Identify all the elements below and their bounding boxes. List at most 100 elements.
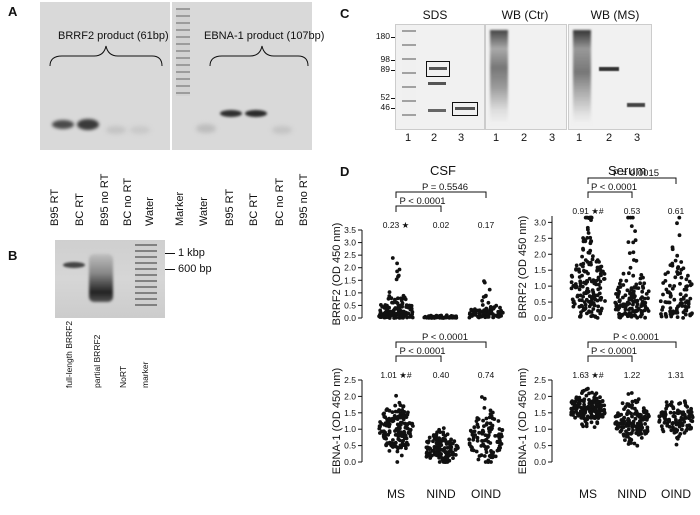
data-point [496, 313, 500, 317]
data-point [658, 299, 663, 304]
y-tick-label: 0.0 [344, 313, 356, 323]
significance-bracket [395, 341, 487, 348]
data-point [686, 410, 691, 414]
data-point [670, 421, 675, 426]
y-tick-label: 0.0 [534, 457, 546, 467]
data-point [629, 391, 634, 395]
data-point [387, 408, 392, 413]
data-point [451, 452, 456, 457]
data-point [396, 274, 400, 279]
data-point [670, 245, 675, 250]
data-point [587, 398, 591, 402]
data-point [629, 411, 633, 416]
y-tick-label: 2.0 [344, 391, 356, 401]
data-point [641, 406, 646, 410]
y-tick-label: 1.0 [344, 288, 356, 298]
data-point [587, 304, 592, 309]
significance-bracket [395, 355, 442, 362]
data-point [616, 411, 620, 416]
data-point [401, 413, 406, 418]
p-value-label: P = 0.5546 [422, 182, 468, 193]
data-point [631, 419, 636, 424]
data-point [663, 272, 668, 276]
data-point [639, 296, 643, 301]
data-point [600, 399, 605, 404]
data-point [577, 298, 582, 302]
data-point [580, 284, 585, 289]
data-point [428, 456, 433, 460]
data-point [575, 294, 580, 299]
median-value-label: 1.22 [624, 370, 641, 380]
data-point [427, 452, 432, 457]
data-point [393, 306, 398, 310]
data-point [387, 294, 392, 298]
panel-a-letter: A [8, 4, 18, 19]
data-point [578, 279, 583, 284]
data-point [689, 282, 694, 287]
lane-number: 1 [405, 132, 412, 144]
data-point [487, 415, 492, 420]
data-point [671, 414, 676, 418]
data-point [674, 442, 679, 447]
data-point [579, 303, 584, 308]
marker-tick-600bp [165, 269, 175, 270]
data-point [613, 300, 618, 305]
data-point [574, 284, 579, 289]
data-point [620, 401, 625, 406]
data-point [625, 288, 630, 293]
group-label: OIND [661, 487, 691, 501]
ladder-bands [402, 30, 416, 120]
data-point [439, 316, 444, 320]
data-point [591, 404, 595, 409]
data-point [396, 303, 401, 308]
data-point [640, 289, 645, 294]
data-point [667, 290, 671, 294]
data-point [628, 437, 632, 441]
data-point [408, 434, 413, 439]
data-point [589, 310, 594, 314]
data-point [403, 297, 408, 302]
group-label: MS [387, 487, 405, 501]
data-point [471, 437, 476, 442]
gel-band [196, 124, 216, 133]
data-point [602, 411, 607, 415]
data-point [618, 278, 623, 283]
data-point [408, 315, 412, 319]
y-tick-label: 3.0 [534, 217, 546, 227]
data-point [393, 440, 398, 445]
data-point [396, 434, 401, 439]
data-point [490, 410, 495, 415]
data-point [390, 416, 395, 421]
data-point [395, 460, 400, 464]
median-value-label: 1.31 [668, 370, 685, 380]
data-point [628, 306, 632, 311]
data-point [589, 420, 594, 425]
data-point [669, 400, 674, 404]
data-point [573, 415, 577, 420]
data-point [630, 215, 635, 220]
median-value-label: 0.02 [433, 220, 450, 230]
median-value-label: 0.61 [668, 206, 685, 216]
median-value-label: 0.74 [478, 370, 495, 380]
data-point [675, 310, 680, 315]
data-point [629, 431, 633, 436]
data-point [621, 283, 626, 287]
data-point [472, 429, 477, 434]
data-point [397, 400, 402, 405]
data-point [675, 436, 680, 441]
data-point [484, 416, 489, 421]
data-point [591, 314, 595, 318]
data-point [490, 423, 495, 428]
data-point [663, 279, 668, 283]
data-point [679, 260, 684, 264]
data-point [382, 429, 386, 434]
data-point [596, 405, 600, 409]
data-point [489, 460, 493, 464]
data-point [486, 460, 491, 464]
blot-title-sds: SDS [422, 8, 448, 22]
data-point [626, 418, 630, 423]
data-point [598, 395, 602, 400]
data-point [397, 423, 402, 428]
brrf2-product-caption: BRRF2 product (61bp) [58, 30, 169, 42]
data-point [595, 421, 600, 426]
